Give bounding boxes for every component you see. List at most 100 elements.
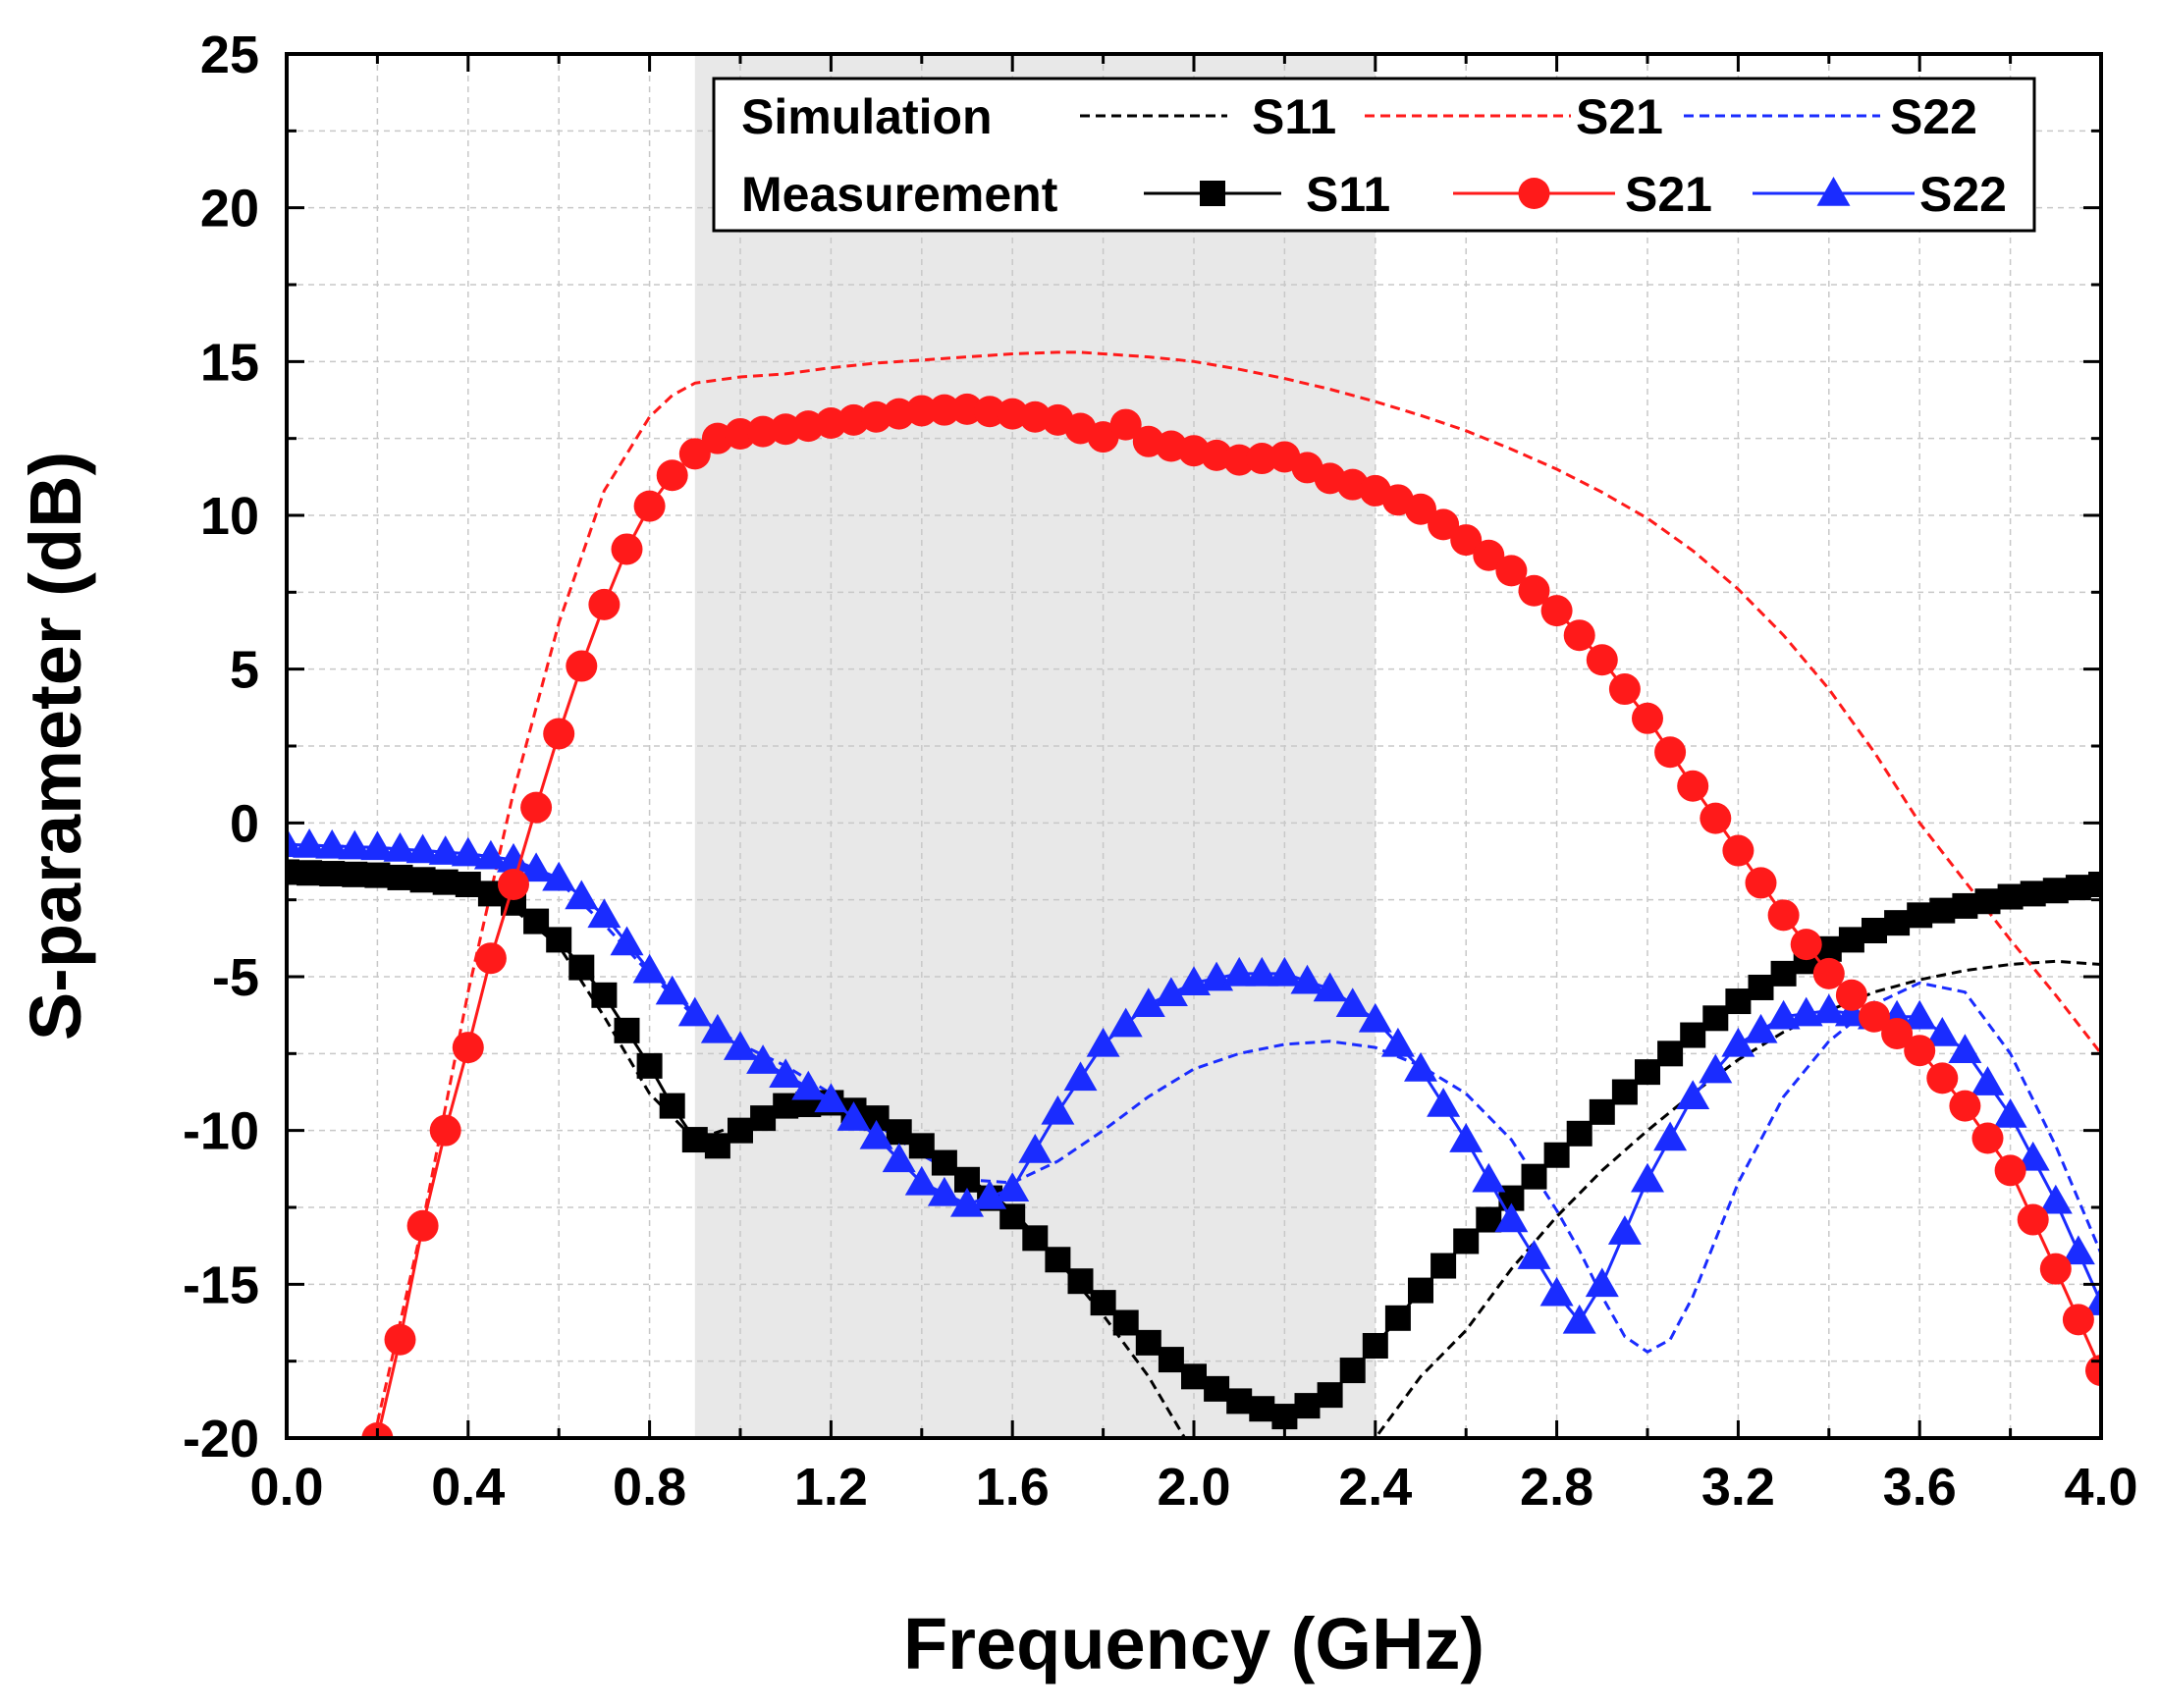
measurement-s22-point [1290,964,1324,994]
measurement-s11-point [1294,1393,1321,1419]
series-group [287,350,2101,1438]
legend-entry-label: S21 [1576,89,1663,144]
measurement-s21-point [725,417,756,450]
legend-entry-label: S11 [1252,89,1336,144]
measurement-s22-point [1517,1240,1551,1269]
legend-marker-s22 [1816,177,1851,206]
measurement-s21-point [1495,555,1528,587]
measurement-s22-point [1970,1066,2005,1095]
measurement-s22-point [1472,1162,1506,1193]
measurement-s11-point [1725,988,1752,1015]
measurement-s22-point [2016,1141,2050,1171]
measurement-s21-point [1246,443,1278,475]
measurement-s22-point [1789,996,1823,1027]
x-tick-label: 2.0 [1157,1458,1230,1517]
legend-row-label: Measurement [741,167,1058,222]
measurement-s22-point [1268,956,1302,987]
measurement-s22-point [473,839,508,870]
measurement-s21-point [1109,408,1142,441]
measurement-s11-point [1112,1309,1139,1336]
measurement-s21-point [1722,834,1754,867]
measurement-s21-point [1971,1122,2004,1154]
measurement-s22-point [632,953,667,984]
measurement-s22-point [1449,1123,1484,1152]
measurement-s22-point [724,1031,757,1060]
series [287,350,2101,1438]
measurement-s22-point [1993,1098,2027,1128]
measurement-s21-point [1608,673,1641,706]
measurement-s22-point [497,842,530,873]
measurement-s11-point [681,1127,708,1153]
ticks: 0.0 0.4 0.8 1.2 1.6 2.0 2.4 2.8 3.2 3.6 4.0 -20 -15 -… [183,26,2138,1517]
measurement-s21-point [384,1323,416,1356]
x-tick-label: 0.0 [249,1458,323,1517]
measurement-s22-point [700,1013,734,1043]
y-tick-label: 5 [230,641,259,700]
measurement-s21-point [1405,493,1436,525]
measurement-s11-point [1862,918,1887,943]
measurement-s22-point [904,1165,939,1196]
measurement-s21-point [2062,1304,2094,1336]
measurement-s21-point [1700,802,1732,834]
measurement-s11-point [591,982,618,1008]
measurement-s22-point [1631,1162,1664,1193]
x-tick-label: 0.8 [613,1458,686,1517]
y-tick-label: -5 [212,948,259,1007]
measurement-s11-point [1657,1041,1684,1067]
legend-entry-label: S21 [1625,167,1712,222]
x-tick-label: 3.2 [1701,1458,1775,1517]
measurement-s21-point [1767,899,1800,932]
measurement-s11-point [1362,1333,1388,1359]
measurement-s21-point [452,1032,484,1064]
legend: Simulation S11 S21 S22 Measurement S11 S21 S22 [712,77,2036,233]
measurement-s22-point [519,852,554,882]
measurement-s21-point [1677,770,1709,802]
measurement-s21-point [1812,957,1845,989]
measurement-s22-point [1925,1016,1960,1046]
measurement-s21-point [588,588,621,620]
measurement-s11-point [409,867,436,893]
measurement-s11-point [523,908,550,934]
measurement-s21-point [656,459,688,492]
measurement-s22-point [1313,972,1347,1002]
measurement-s11-point [1090,1290,1116,1316]
measurement-s11-point [2088,872,2101,897]
measurement-s11-point [1997,883,2024,910]
measurement-s11-point [1635,1059,1660,1086]
measurement-s11-point [319,861,346,887]
measurement-s21-point [1835,979,1867,1011]
measurement-s22-point [1948,1034,1982,1063]
measurement-s11-point [614,1017,640,1043]
measurement-s21-point [1518,574,1550,607]
measurement-s22-point [1063,1061,1098,1092]
y-tick-label: 25 [200,26,259,84]
measurement-s22-point [1562,1304,1596,1334]
measurement-s11-point [704,1133,730,1159]
measurement-s21-point [1949,1090,1981,1122]
measurement-s22-point [837,1101,871,1131]
measurement-s11-point [1067,1268,1094,1295]
measurement-s21-point [1654,736,1687,769]
y-tick-label: 20 [200,180,259,239]
simulation-s21-line [375,350,2101,1423]
measurement-s22-point [360,830,395,861]
measurement-s22-point [315,828,350,859]
measurement-s11-point [546,927,572,953]
y-tick-label: -10 [183,1102,259,1161]
measurement-s11-point [1317,1382,1343,1409]
measurement-s22-point [1903,999,1937,1030]
measurement-s11-point [1929,897,1956,924]
measurement-s22-point [1653,1121,1688,1151]
measurement-s22-point [1494,1202,1529,1233]
x-tick-label: 2.8 [1520,1458,1593,1517]
measurement-s22-point [1766,999,1801,1030]
legend-entry-label: S22 [1919,167,2007,222]
measurement-s11-point [908,1133,935,1159]
measurement-s22-point [2038,1184,2073,1214]
measurement-s22-point [587,898,621,929]
measurement-s22-point [973,1180,1007,1209]
measurement-s22-point [859,1119,893,1149]
x-tick-label: 1.6 [976,1458,1050,1517]
measurement-s11-point [1611,1079,1638,1105]
measurement-s22-point [451,836,485,867]
